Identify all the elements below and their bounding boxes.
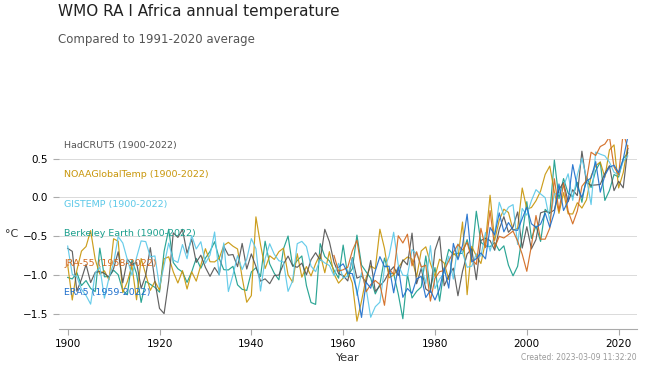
Text: JRA-55 (1958-2022): JRA-55 (1958-2022): [64, 259, 157, 268]
Y-axis label: °C: °C: [5, 229, 18, 239]
X-axis label: Year: Year: [336, 353, 359, 363]
Text: Created: 2023-03-09 11:32:20: Created: 2023-03-09 11:32:20: [521, 353, 637, 362]
Text: NOAAGlobalTemp (1900-2022): NOAAGlobalTemp (1900-2022): [64, 171, 209, 179]
Text: WMO RA I Africa annual temperature: WMO RA I Africa annual temperature: [58, 4, 340, 19]
Text: Berkeley Earth (1900-2022): Berkeley Earth (1900-2022): [64, 229, 196, 239]
Text: Compared to 1991-2020 average: Compared to 1991-2020 average: [58, 33, 255, 46]
Text: GISTEMP (1900-2022): GISTEMP (1900-2022): [64, 200, 168, 209]
Text: HadCRUT5 (1900-2022): HadCRUT5 (1900-2022): [64, 141, 177, 150]
Text: ERA5 (1959-2022): ERA5 (1959-2022): [64, 288, 151, 298]
